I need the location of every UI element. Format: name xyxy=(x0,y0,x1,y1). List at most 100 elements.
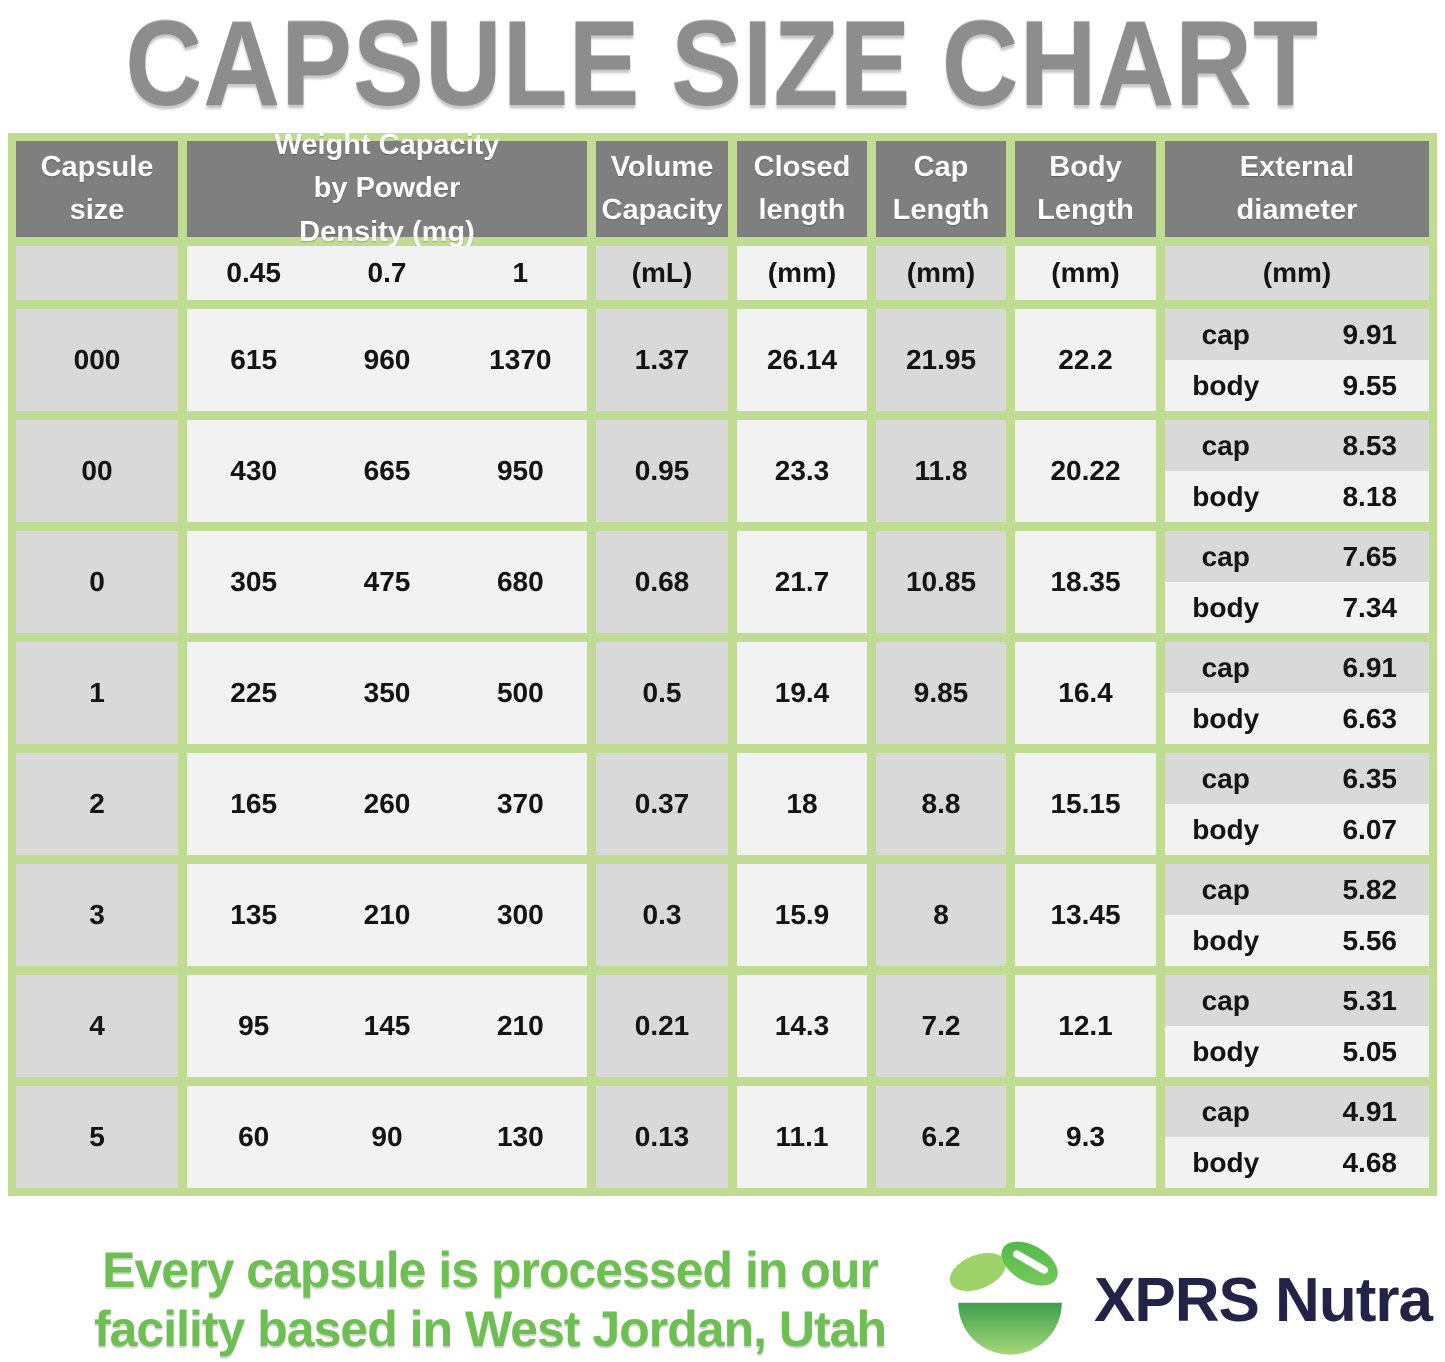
footer-tagline-line2: facility based in West Jordan, Utah xyxy=(93,1301,887,1357)
row-body-length: 16.4 xyxy=(1015,642,1156,744)
unit-closed: (mm) xyxy=(737,246,867,300)
header-body-length-label: Body Length xyxy=(1037,150,1134,227)
page-title: CAPSULE SIZE CHART xyxy=(125,0,1320,131)
row-weight-capacities: 615 960 1370 xyxy=(187,309,587,411)
row-body-length: 13.45 xyxy=(1015,864,1156,966)
row-body-length: 22.2 xyxy=(1015,309,1156,411)
body-diameter-value: 5.05 xyxy=(1342,1035,1397,1067)
capsule-table: Capsule size Weight Capacity by Powder D… xyxy=(8,129,1437,1196)
body-label: body xyxy=(1192,1035,1260,1067)
unit-density-1: 1 xyxy=(512,257,529,288)
row-weight-045: 95 xyxy=(238,1010,270,1041)
row-weight-07: 210 xyxy=(363,899,411,930)
row-weight-07: 960 xyxy=(363,344,411,375)
row-weight-045: 430 xyxy=(230,455,278,486)
footer-tagline-line1: Every capsule is processed in our xyxy=(102,1242,879,1298)
body-diameter-value: 7.34 xyxy=(1342,591,1397,623)
header-capsule-size: Capsule size xyxy=(16,141,178,237)
unit-densities: 0.45 0.7 1 xyxy=(187,246,587,300)
cap-label: cap xyxy=(1201,1095,1250,1127)
body-diameter-value: 5.56 xyxy=(1342,924,1397,956)
row-volume: 0.21 xyxy=(596,975,728,1077)
row-body-diameter: body 9.55 xyxy=(1165,360,1429,411)
row-capsule-size: 00 xyxy=(16,420,178,522)
cap-diameter-value: 9.91 xyxy=(1342,318,1397,350)
row-capsule-size: 4 xyxy=(16,975,178,1077)
body-diameter-value: 6.07 xyxy=(1342,813,1397,845)
row-capsule-size: 5 xyxy=(16,1086,178,1188)
row-weight-07: 665 xyxy=(363,455,411,486)
row-closed-length: 23.3 xyxy=(737,420,867,522)
row-cap-diameter: cap 5.82 xyxy=(1165,864,1429,915)
row-cap-diameter: cap 8.53 xyxy=(1165,420,1429,471)
row-cap-length: 11.8 xyxy=(876,420,1006,522)
footer-tagline: Every capsule is processed in our facili… xyxy=(40,1241,940,1359)
header-capsule-size-label: Capsule size xyxy=(40,150,154,227)
row-weight-capacities: 430 665 950 xyxy=(187,420,587,522)
cap-label: cap xyxy=(1201,540,1250,572)
header-volume-capacity: Volume Capacity xyxy=(596,141,728,237)
row-cap-length: 10.85 xyxy=(876,531,1006,633)
row-body-diameter: body 5.05 xyxy=(1165,1026,1429,1077)
cap-diameter-value: 4.91 xyxy=(1342,1095,1397,1127)
row-cap-diameter: cap 6.35 xyxy=(1165,753,1429,804)
row-closed-length: 11.1 xyxy=(737,1086,867,1188)
row-external-diameter: cap 5.31 body 5.05 xyxy=(1165,975,1429,1077)
body-label: body xyxy=(1192,924,1260,956)
row-weight-045: 225 xyxy=(230,677,278,708)
row-capsule-size: 1 xyxy=(16,642,178,744)
header-weight-capacity: Weight Capacity by Powder Density (mg) xyxy=(187,129,587,248)
title-bar: CAPSULE SIZE CHART xyxy=(0,0,1445,128)
row-volume: 0.5 xyxy=(596,642,728,744)
row-cap-length: 8.8 xyxy=(876,753,1006,855)
body-label: body xyxy=(1192,591,1260,623)
row-volume: 0.37 xyxy=(596,753,728,855)
row-external-diameter: cap 6.35 body 6.07 xyxy=(1165,753,1429,855)
row-capsule-size: 2 xyxy=(16,753,178,855)
row-closed-length: 21.7 xyxy=(737,531,867,633)
row-cap-length: 6.2 xyxy=(876,1086,1006,1188)
row-weight-1: 130 xyxy=(496,1121,544,1152)
row-weight-capacities: 60 90 130 xyxy=(187,1086,587,1188)
unit-volume: (mL) xyxy=(596,246,728,300)
row-external-diameter: cap 6.91 body 6.63 xyxy=(1165,642,1429,744)
body-label: body xyxy=(1192,702,1260,734)
header-weight-capacity-label: Weight Capacity by Powder Density (mg) xyxy=(274,128,500,248)
row-volume: 1.37 xyxy=(596,309,728,411)
row-body-diameter: body 6.07 xyxy=(1165,804,1429,855)
row-body-length: 9.3 xyxy=(1015,1086,1156,1188)
row-weight-045: 165 xyxy=(230,788,278,819)
row-external-diameter: cap 7.65 body 7.34 xyxy=(1165,531,1429,633)
row-capsule-size: 3 xyxy=(16,864,178,966)
row-cap-diameter: cap 5.31 xyxy=(1165,975,1429,1026)
row-cap-diameter: cap 7.65 xyxy=(1165,531,1429,582)
row-cap-length: 8 xyxy=(876,864,1006,966)
row-external-diameter: cap 4.91 body 4.68 xyxy=(1165,1086,1429,1188)
brand-name: XPRS Nutra xyxy=(1094,1265,1433,1335)
row-cap-diameter: cap 6.91 xyxy=(1165,642,1429,693)
row-weight-045: 305 xyxy=(230,566,278,597)
row-closed-length: 18 xyxy=(737,753,867,855)
row-weight-capacities: 305 475 680 xyxy=(187,531,587,633)
header-cap-length-label: Cap Length xyxy=(892,150,990,227)
row-closed-length: 14.3 xyxy=(737,975,867,1077)
row-weight-045: 60 xyxy=(238,1121,270,1152)
body-label: body xyxy=(1192,1146,1260,1178)
row-weight-07: 90 xyxy=(371,1121,403,1152)
unit-capsule-size-empty xyxy=(16,246,178,300)
row-external-diameter: cap 9.91 body 9.55 xyxy=(1165,309,1429,411)
mortar-leaf-icon xyxy=(949,1241,1062,1355)
row-volume: 0.68 xyxy=(596,531,728,633)
footer: Every capsule is processed in our facili… xyxy=(0,1230,1445,1362)
header-cap-length: Cap Length xyxy=(876,141,1006,237)
row-body-length: 12.1 xyxy=(1015,975,1156,1077)
cap-label: cap xyxy=(1201,873,1250,905)
row-weight-07: 260 xyxy=(363,788,411,819)
unit-cap: (mm) xyxy=(876,246,1006,300)
row-weight-1: 300 xyxy=(496,899,544,930)
row-weight-045: 135 xyxy=(230,899,278,930)
row-closed-length: 26.14 xyxy=(737,309,867,411)
row-closed-length: 19.4 xyxy=(737,642,867,744)
body-label: body xyxy=(1192,813,1260,845)
row-capsule-size: 000 xyxy=(16,309,178,411)
